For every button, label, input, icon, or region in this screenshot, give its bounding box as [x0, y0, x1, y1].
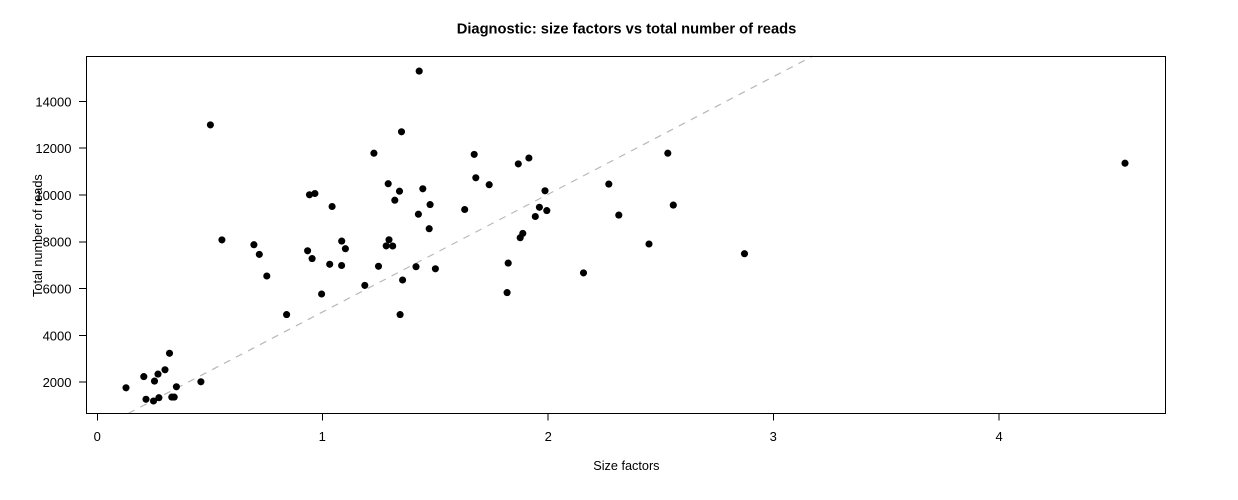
svg-text:Diagnostic: size factors vs to: Diagnostic: size factors vs total number… [457, 21, 797, 37]
svg-text:Size factors: Size factors [593, 459, 659, 473]
svg-text:0: 0 [94, 429, 101, 444]
svg-text:12000: 12000 [35, 141, 71, 156]
svg-text:1: 1 [319, 429, 326, 444]
svg-text:8000: 8000 [43, 235, 72, 250]
svg-text:2: 2 [545, 429, 552, 444]
svg-text:3: 3 [770, 429, 777, 444]
svg-text:2000: 2000 [43, 375, 72, 390]
svg-text:10000: 10000 [35, 188, 71, 203]
svg-text:4: 4 [995, 429, 1002, 444]
svg-text:14000: 14000 [35, 94, 71, 109]
svg-text:4000: 4000 [43, 328, 72, 343]
svg-text:6000: 6000 [43, 281, 72, 296]
svg-text:Total number of reads: Total number of reads [31, 174, 45, 297]
